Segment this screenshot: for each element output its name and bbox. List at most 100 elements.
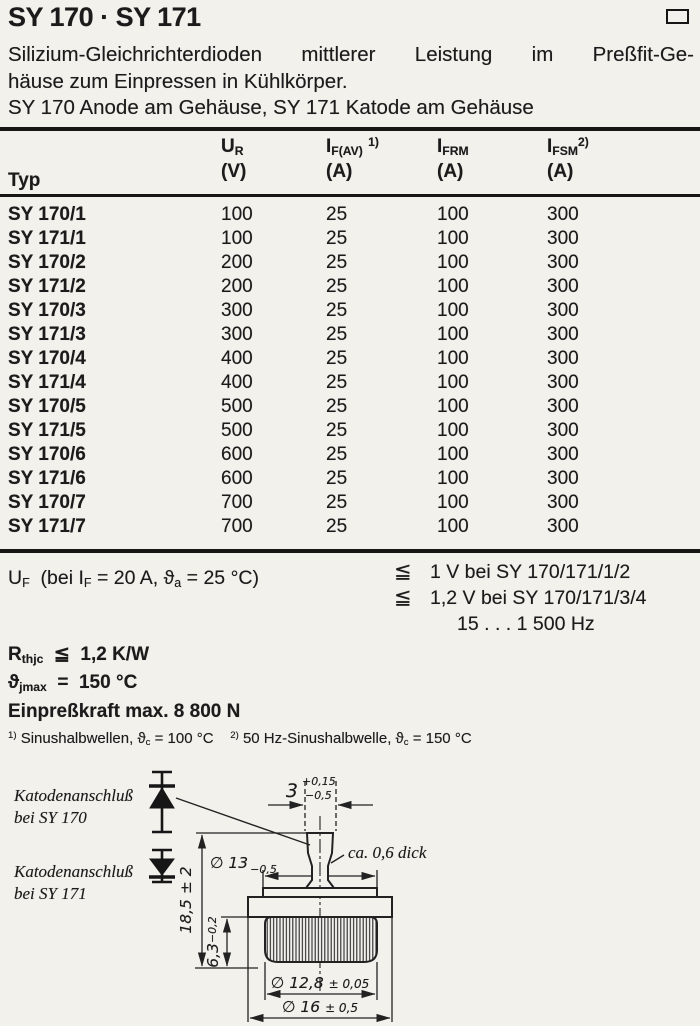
dimension-pin-width [268, 781, 373, 831]
horizontal-rule [0, 127, 700, 131]
table-row: SY 171/1 100 25 100 300 [8, 227, 692, 251]
cell-ur: 400 [221, 348, 253, 369]
col-header-ifrm: IFRM (A) [437, 136, 469, 182]
dim-text-pin-width-tol-plus: +0,15 [302, 775, 336, 788]
cell-ifav: 25 [326, 324, 348, 345]
leader-line-thickness [330, 854, 345, 864]
cell-ifav: 25 [326, 276, 348, 297]
cell-ifrm: 100 [437, 228, 469, 249]
device-description: Silizium-Gleichrichterdioden mittlerer L… [8, 42, 694, 122]
cell-ifav: 25 [326, 300, 348, 321]
cell-ifav: 25 [326, 228, 348, 249]
table-row: SY 170/5 500 25 100 300 [8, 395, 692, 419]
cell-ur: 500 [221, 396, 253, 417]
dim-text-flange-diameter: ∅ 16 ± 0,5 [282, 998, 358, 1016]
cell-ifav: 25 [326, 444, 348, 465]
uf-spec-label: UF (bei IF = 20 A, ϑa = 25 °C) [8, 567, 259, 590]
cell-typ: SY 171/4 [8, 372, 86, 393]
cell-ifav: 25 [326, 348, 348, 369]
cell-ifrm: 100 [437, 348, 469, 369]
cell-ifsm: 300 [547, 204, 579, 225]
table-row: SY 170/2 200 25 100 300 [8, 251, 692, 275]
cell-ifrm: 100 [437, 204, 469, 225]
footnotes: 1) Sinushalbwellen, ϑc = 100 °C 2) 50 Hz… [8, 730, 472, 749]
cell-ur: 400 [221, 372, 253, 393]
cell-ifrm: 100 [437, 420, 469, 441]
table-row: SY 170/4 400 25 100 300 [8, 347, 692, 371]
cell-ifsm: 300 [547, 372, 579, 393]
cell-ifrm: 100 [437, 372, 469, 393]
ratings-table-header: Typ UR (V) IF(AV) 1) (A) IFRM (A) IFSM2)… [8, 136, 692, 192]
cathode-note-sy171-line1: Katodenanschluß [13, 862, 133, 881]
dim-text-overall-height: 18,5 ± 2 [177, 866, 195, 933]
table-row: SY 171/5 500 25 100 300 [8, 419, 692, 443]
cell-ifsm: 300 [547, 348, 579, 369]
cell-typ: SY 171/7 [8, 516, 86, 537]
cathode-note-sy170-line1: Katodenanschluß [13, 786, 133, 805]
table-row: SY 170/3 300 25 100 300 [8, 299, 692, 323]
description-line: Silizium-Gleichrichterdioden mittlerer L… [8, 43, 694, 66]
dim-text-knurl-diameter: ∅ 12,8 ± 0,05 [271, 974, 369, 992]
cell-ifsm: 300 [547, 276, 579, 297]
description-line: SY 170 Anode am Gehäuse, SY 171 Katode a… [8, 96, 534, 119]
dim-text-body-height: 6,3−0,2 [204, 916, 222, 967]
table-row: SY 170/7 700 25 100 300 [8, 491, 692, 515]
dimension-body-height [221, 916, 263, 967]
cell-ifsm: 300 [547, 324, 579, 345]
description-line: häuse zum Einpressen in Kühlkörper. [8, 69, 348, 93]
cell-ifsm: 300 [547, 492, 579, 513]
cell-ur: 200 [221, 276, 253, 297]
col-header-ur: UR (V) [221, 136, 247, 182]
cell-ifsm: 300 [547, 252, 579, 273]
table-row: SY 171/7 700 25 100 300 [8, 515, 692, 539]
cell-ur: 600 [221, 468, 253, 489]
cell-ifsm: 300 [547, 396, 579, 417]
cell-ifav: 25 [326, 372, 348, 393]
table-body: SY 170/1 100 25 100 300 SY 171/1 100 25 100 300 SY… [8, 203, 692, 539]
table-row: SY 171/6 600 25 100 300 [8, 467, 692, 491]
thermal-resistance-spec: Rthjc ≦ 1,2 K/W [8, 644, 150, 666]
knurled-body [264, 916, 378, 963]
dim-text-pin-width: 3 [286, 780, 298, 802]
cell-ifrm: 100 [437, 324, 469, 345]
cell-ifav: 25 [326, 420, 348, 441]
dimension-knurl-diameter [264, 962, 378, 1000]
cell-ur: 100 [221, 228, 253, 249]
dim-text-plate-diameter: ∅ 13 −0,5 [210, 854, 277, 876]
table-row: SY 171/3 300 25 100 300 [8, 323, 692, 347]
dimension-flange-diameter [247, 917, 393, 1023]
cell-typ: SY 171/3 [8, 324, 86, 345]
cathode-note-sy171-line2: bei SY 171 [14, 884, 87, 903]
cell-ifrm: 100 [437, 516, 469, 537]
cell-ifav: 25 [326, 468, 348, 489]
cell-ifrm: 100 [437, 444, 469, 465]
cell-typ: SY 170/4 [8, 348, 86, 369]
cell-ifrm: 100 [437, 300, 469, 321]
press-force-spec: Einpreßkraft max. 8 800 N [8, 701, 241, 722]
horizontal-rule [0, 194, 700, 197]
cell-ur: 100 [221, 204, 253, 225]
cell-ifrm: 100 [437, 468, 469, 489]
corner-marker-icon [666, 9, 689, 24]
cell-typ: SY 170/5 [8, 396, 86, 417]
cell-ifav: 25 [326, 516, 348, 537]
cell-ur: 300 [221, 300, 253, 321]
cell-ifrm: 100 [437, 396, 469, 417]
less-equal-symbol: ≦ [394, 560, 412, 583]
col-header-ifav: IF(AV) 1) (A) [326, 134, 379, 182]
cell-ur: 200 [221, 252, 253, 273]
cell-ifav: 25 [326, 492, 348, 513]
page-title: SY 170 · SY 171 [8, 2, 201, 32]
cell-typ: SY 170/3 [8, 300, 86, 321]
cell-ifsm: 300 [547, 444, 579, 465]
table-row: SY 170/6 600 25 100 300 [8, 443, 692, 467]
pin-thickness-note: ca. 0,6 dick [348, 843, 427, 862]
package-dimension-drawing: Katodenanschluß bei SY 170 Katodenanschl… [13, 770, 427, 1023]
cell-ur: 500 [221, 420, 253, 441]
cell-ur: 700 [221, 492, 253, 513]
cell-ifav: 25 [326, 396, 348, 417]
cell-typ: SY 171/5 [8, 420, 86, 441]
dim-text-pin-width-tol-minus: −0,5 [305, 789, 332, 802]
cell-ifsm: 300 [547, 228, 579, 249]
table-row: SY 170/1 100 25 100 300 [8, 203, 692, 227]
